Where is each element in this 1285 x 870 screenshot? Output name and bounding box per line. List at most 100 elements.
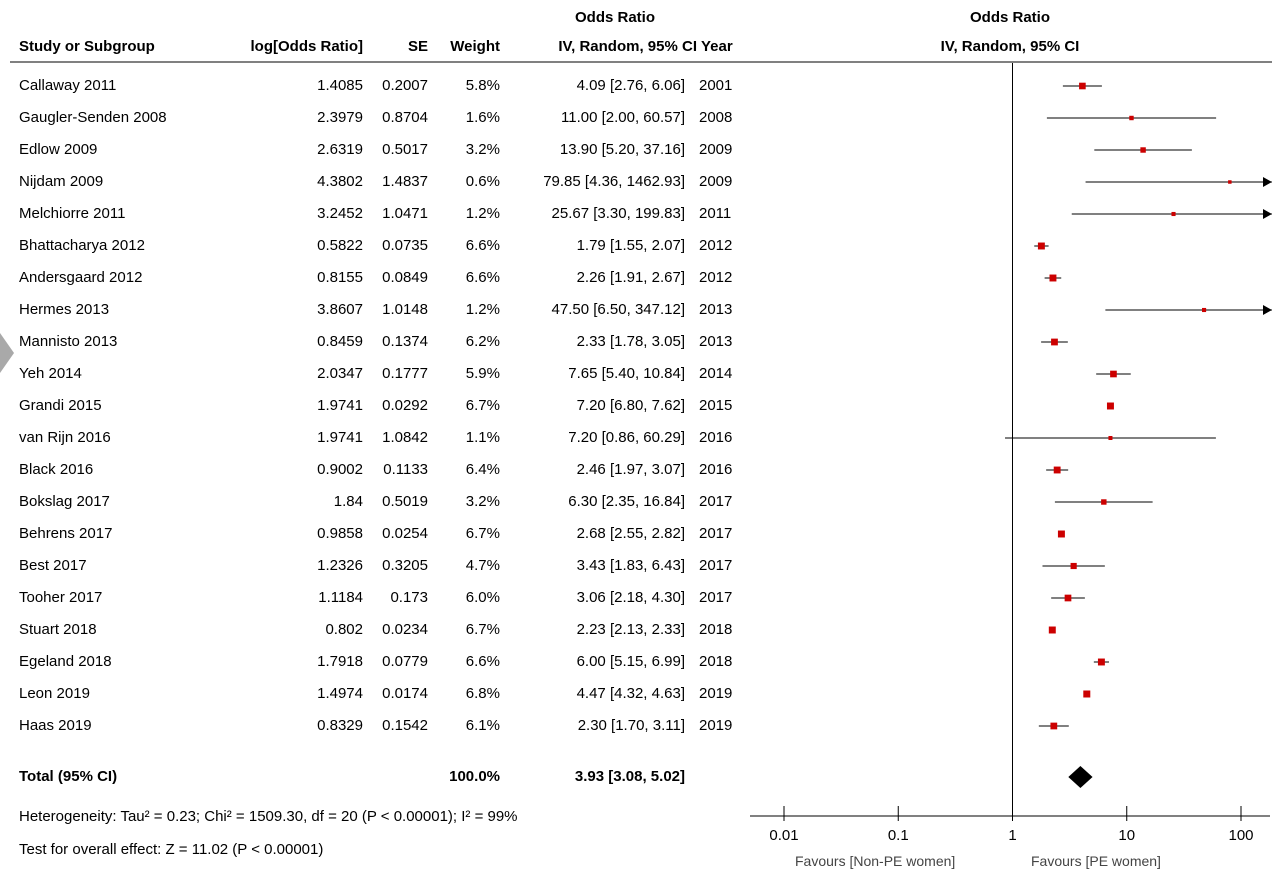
study-weight: 5.8% xyxy=(465,77,500,94)
effect-marker xyxy=(1140,147,1146,153)
study-logor: 0.8155 xyxy=(317,269,363,286)
study-year: 2012 xyxy=(699,269,733,286)
study-name: Bhattacharya 2012 xyxy=(19,237,145,254)
study-se: 0.1542 xyxy=(382,717,428,734)
x-tick-label: 1 xyxy=(1008,827,1016,844)
study-year: 2013 xyxy=(699,333,733,350)
study-year: 2017 xyxy=(699,493,733,510)
study-name: Yeh 2014 xyxy=(19,365,82,382)
study-year: 2008 xyxy=(699,109,733,126)
study-year: 2018 xyxy=(699,621,733,638)
study-se: 0.0849 xyxy=(382,269,428,286)
study-name: Melchiorre 2011 xyxy=(19,205,126,222)
study-weight: 6.6% xyxy=(465,237,500,254)
favours-right-label: Favours [PE women] xyxy=(1031,853,1161,869)
study-year: 2018 xyxy=(699,653,733,670)
total-weight: 100.0% xyxy=(449,768,500,785)
effect-marker xyxy=(1057,530,1065,538)
study-weight: 6.2% xyxy=(465,333,500,350)
effect-marker xyxy=(1129,115,1134,121)
effect-marker xyxy=(1049,274,1057,282)
effect-marker xyxy=(1097,658,1105,666)
study-se: 0.8704 xyxy=(382,109,428,126)
study-se: 1.0471 xyxy=(382,205,428,222)
study-ci: 13.90 [5.20, 37.16] xyxy=(559,141,685,158)
effect-marker xyxy=(1048,626,1056,634)
study-ci: 4.47 [4.32, 4.63] xyxy=(576,685,685,702)
ci-arrow xyxy=(1263,209,1272,219)
effect-marker xyxy=(1051,338,1058,346)
study-se: 0.0292 xyxy=(382,397,428,414)
study-logor: 2.3979 xyxy=(317,109,363,126)
study-year: 2017 xyxy=(699,557,733,574)
study-name: Leon 2019 xyxy=(19,685,90,702)
study-weight: 3.2% xyxy=(465,141,500,158)
study-logor: 0.5822 xyxy=(317,237,363,254)
study-name: Edlow 2009 xyxy=(19,141,98,158)
study-ci: 47.50 [6.50, 347.12] xyxy=(551,301,685,318)
effect-marker xyxy=(1110,370,1117,378)
study-name: Nijdam 2009 xyxy=(19,173,104,190)
study-weight: 3.2% xyxy=(465,493,500,510)
study-name: Tooher 2017 xyxy=(19,589,103,606)
effect-marker xyxy=(1037,242,1045,250)
study-ci: 6.30 [2.35, 16.84] xyxy=(568,493,685,510)
study-name: Grandi 2015 xyxy=(19,397,102,414)
study-logor: 1.4085 xyxy=(317,77,363,94)
study-year: 2009 xyxy=(699,173,733,190)
study-year: 2013 xyxy=(699,301,733,318)
study-ci: 2.23 [2.13, 2.33] xyxy=(576,621,685,638)
study-weight: 1.2% xyxy=(465,301,500,318)
study-name: Hermes 2013 xyxy=(19,301,110,318)
study-logor: 3.8607 xyxy=(317,301,363,318)
effect-marker xyxy=(1083,690,1091,698)
study-logor: 1.84 xyxy=(333,493,363,510)
effect-marker xyxy=(1079,82,1086,90)
study-logor: 0.9002 xyxy=(317,461,363,478)
study-weight: 6.0% xyxy=(465,589,500,606)
study-ci: 1.79 [1.55, 2.07] xyxy=(576,237,685,254)
study-name: Haas 2019 xyxy=(19,717,92,734)
study-name: Gaugler-Senden 2008 xyxy=(19,109,167,126)
study-year: 2015 xyxy=(699,397,733,414)
study-ci: 2.30 [1.70, 3.11] xyxy=(577,717,685,734)
x-tick-label: 100 xyxy=(1228,827,1253,844)
side-marker-icon xyxy=(0,333,14,373)
study-ci: 3.06 [2.18, 4.30] xyxy=(576,589,685,606)
study-se: 0.0234 xyxy=(382,621,428,638)
col-header-logor: log[Odds Ratio] xyxy=(250,38,364,55)
ci-arrow xyxy=(1263,177,1272,187)
study-weight: 6.1% xyxy=(465,717,500,734)
x-tick-label: 0.01 xyxy=(769,827,798,844)
study-name: van Rijn 2016 xyxy=(19,429,111,446)
effect-marker xyxy=(1202,307,1207,313)
study-year: 2017 xyxy=(699,525,733,542)
study-ci: 79.85 [4.36, 1462.93] xyxy=(543,173,685,190)
study-year: 2009 xyxy=(699,141,733,158)
study-se: 0.0254 xyxy=(382,525,428,542)
study-year: 2012 xyxy=(699,237,733,254)
study-ci: 11.00 [2.00, 60.57] xyxy=(561,109,685,126)
study-year: 2001 xyxy=(699,77,733,94)
study-weight: 4.7% xyxy=(465,557,500,574)
effect-marker xyxy=(1106,402,1114,410)
study-name: Behrens 2017 xyxy=(19,525,113,542)
study-ci: 2.33 [1.78, 3.05] xyxy=(576,333,685,350)
overall-effect-text: Test for overall effect: Z = 11.02 (P < … xyxy=(19,841,324,858)
study-name: Callaway 2011 xyxy=(19,77,117,94)
effect-marker xyxy=(1050,722,1058,730)
study-se: 0.5019 xyxy=(382,493,428,510)
study-weight: 6.4% xyxy=(465,461,500,478)
study-ci: 3.43 [1.83, 6.43] xyxy=(576,557,685,574)
study-weight: 5.9% xyxy=(465,365,500,382)
col-header-study: Study or Subgroup xyxy=(19,38,155,55)
study-year: 2016 xyxy=(699,461,733,478)
study-se: 1.0148 xyxy=(382,301,428,318)
study-ci: 7.20 [0.86, 60.29] xyxy=(568,429,685,446)
study-logor: 1.2326 xyxy=(317,557,363,574)
effect-marker xyxy=(1070,562,1077,570)
study-weight: 6.6% xyxy=(465,269,500,286)
study-weight: 6.7% xyxy=(465,621,500,638)
study-year: 2019 xyxy=(699,717,733,734)
